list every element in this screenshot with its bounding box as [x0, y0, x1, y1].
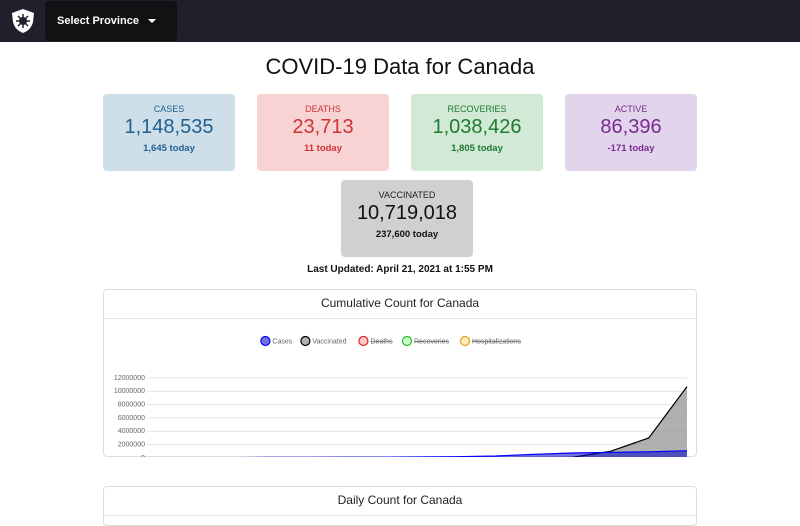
legend-item[interactable]: Deaths — [358, 335, 393, 347]
daily-panel: Daily Count for Canada — [103, 486, 697, 526]
legend-item[interactable]: Cases — [260, 335, 293, 347]
stat-card: RECOVERIES 1,038,426 1,805 today — [411, 94, 543, 171]
logo[interactable] — [10, 8, 36, 34]
legend-swatch — [459, 335, 471, 347]
y-tick-label: 2000000 — [118, 442, 145, 449]
legend-swatch — [401, 335, 413, 347]
stat-value: 23,713 — [292, 116, 354, 138]
stat-value: 10,719,018 — [356, 202, 458, 224]
stat-card: VACCINATED 10,719,018 237,600 today — [341, 180, 473, 257]
legend-swatch — [358, 335, 369, 347]
legend-label: Deaths — [370, 338, 393, 345]
chart: 0 2000000 4000000 6000000 8000000 10000000 120… — [114, 335, 697, 473]
stat-today: 11 today — [303, 143, 343, 154]
province-select[interactable]: Select Province — [45, 1, 177, 41]
stat-card: CASES 1,148,535 1,645 today — [103, 94, 235, 171]
legend-item[interactable]: Hospitalizations — [459, 335, 522, 347]
stat-label: ACTIVE — [614, 104, 648, 114]
chart-title: Cumulative Count for Canada — [104, 290, 696, 319]
stat-label: VACCINATED — [378, 190, 436, 200]
legend-item[interactable]: Vaccinated — [300, 335, 347, 347]
stat-value: 86,396 — [600, 116, 662, 138]
stat-label: DEATHS — [305, 104, 341, 114]
daily-title: Daily Count for Canada — [104, 487, 696, 516]
stat-label: RECOVERIES — [447, 104, 507, 114]
stat-value: 1,038,426 — [432, 116, 522, 138]
series-area — [151, 450, 687, 458]
legend-swatch — [300, 335, 311, 347]
series-line — [151, 386, 688, 459]
stat-today: 237,600 today — [375, 229, 439, 240]
page-title: COVID-19 Data for Canada — [265, 54, 535, 79]
y-tick-label: 12000000 — [114, 375, 145, 382]
y-tick-label: 6000000 — [118, 415, 145, 422]
legend-label: Hospitalizations — [472, 338, 522, 345]
y-tick-label: 10000000 — [114, 388, 145, 395]
y-tick-label: 8000000 — [118, 402, 145, 409]
legend-item[interactable]: Recoveries — [401, 335, 450, 347]
stat-today: 1,645 today — [143, 143, 195, 154]
page: Select Province COVID-19 Data for Canada… — [0, 0, 800, 500]
navbar: Select Province — [0, 0, 800, 42]
chart-panel: Cumulative Count for Canada 0 2000000 4000… — [103, 289, 697, 473]
y-tick-label: 4000000 — [118, 428, 145, 435]
stat-card: ACTIVE 86,396 -171 today — [565, 94, 697, 171]
legend-swatch — [260, 335, 271, 347]
stat-label: CASES — [153, 104, 185, 114]
series-area — [151, 386, 687, 458]
y-tick-label: 0 — [141, 455, 145, 457]
last-updated: Last Updated: April 21, 2021 at 1:55 PM — [307, 264, 493, 275]
legend-label: Recoveries — [414, 338, 450, 345]
legend-label: Cases — [272, 338, 292, 345]
legend-label: Vaccinated — [312, 338, 346, 345]
stat-today: 1,805 today — [451, 143, 503, 154]
stat-value: 1,148,535 — [124, 116, 214, 138]
stat-card: DEATHS 23,713 11 today — [257, 94, 389, 171]
stat-today: -171 today — [607, 143, 655, 154]
